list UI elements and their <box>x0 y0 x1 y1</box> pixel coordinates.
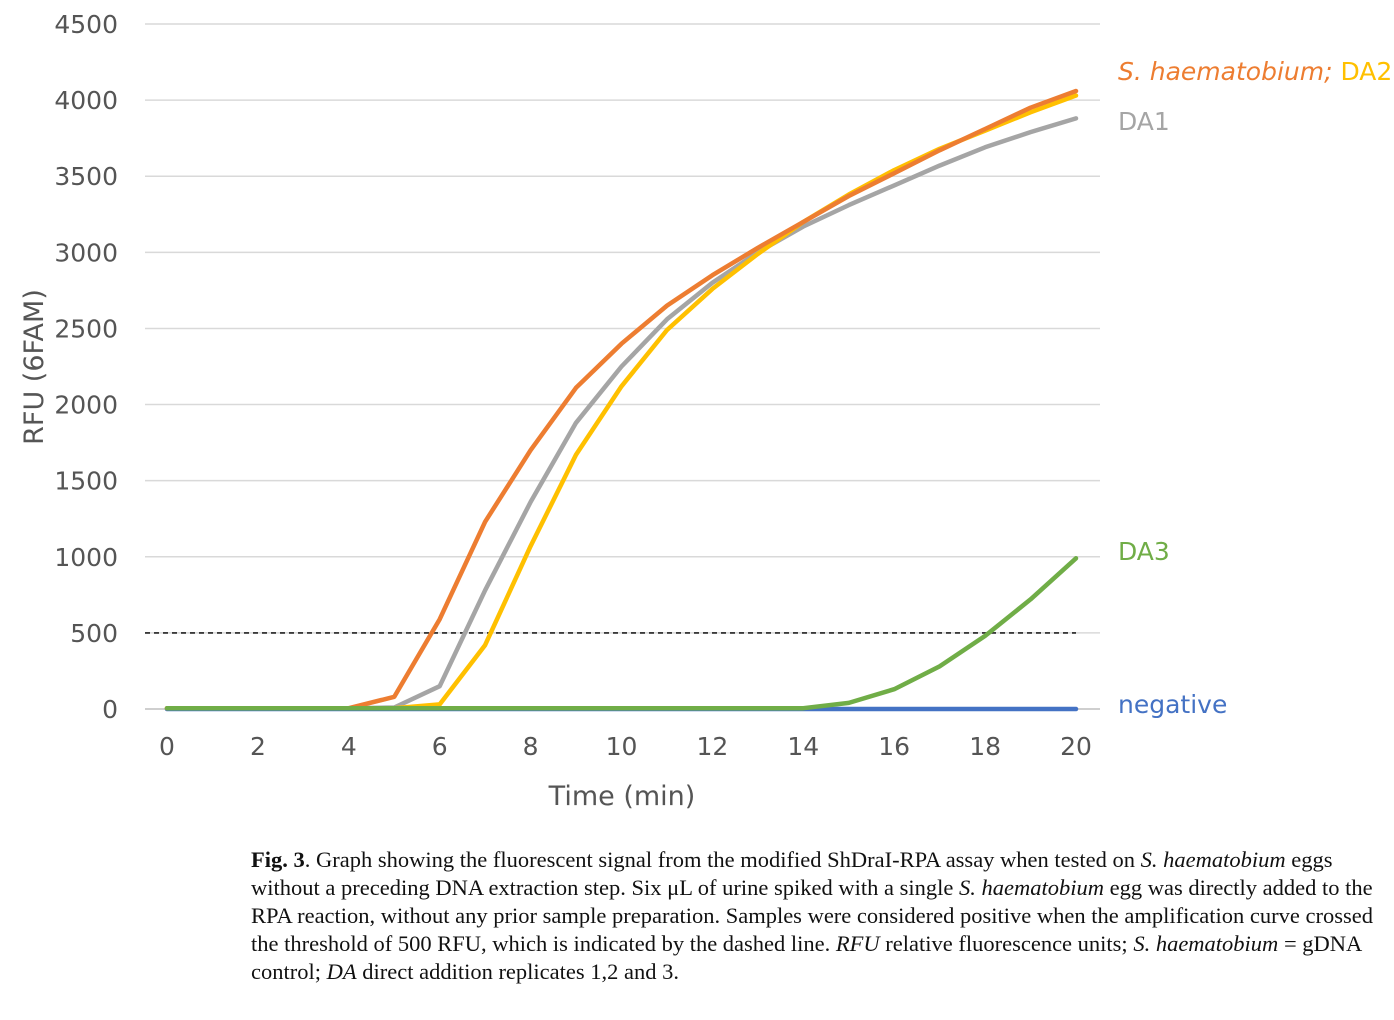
caption-text-5: = gDNA control; <box>251 931 1362 984</box>
series-line-s-haematobium <box>164 88 1079 711</box>
caption-italic-5: DA <box>326 959 357 984</box>
caption-text-3: egg was directly added to the RPA reacti… <box>251 875 1373 956</box>
figure-caption: Fig. 3. Graph showing the fluorescent si… <box>251 846 1381 986</box>
series-line-da3 <box>164 556 1079 711</box>
x-tick-label-2: 2 <box>250 732 266 761</box>
x-tick-label-20: 20 <box>1060 732 1092 761</box>
x-tick-label-8: 8 <box>523 732 539 761</box>
y-tick-label-1000: 1000 <box>54 543 118 572</box>
series-label-da2: DA2 <box>1340 57 1392 86</box>
caption-italic-4: S. haematobium <box>1133 931 1279 956</box>
y-tick-label-0: 0 <box>102 695 118 724</box>
caption-text-6: direct addition replicates 1,2 and 3. <box>356 959 680 984</box>
gridlines <box>145 23 1100 710</box>
series-label-negative: negative <box>1118 690 1227 719</box>
y-tick-label-2000: 2000 <box>54 391 118 420</box>
x-tick-label-16: 16 <box>878 732 910 761</box>
y-tick-labels: 0 500 1000 1500 2000 2500 3000 3500 4000 4500 <box>54 10 118 724</box>
y-tick-label-4500: 4500 <box>54 10 118 39</box>
x-tick-label-4: 4 <box>341 732 357 761</box>
y-tick-label-2500: 2500 <box>54 314 118 343</box>
caption-italic-3: RFU <box>835 931 880 956</box>
caption-italic-1: S. haematobium <box>1140 847 1286 872</box>
caption-text-2: eggs without a preceding DNA extraction … <box>251 847 1333 900</box>
y-tick-label-3500: 3500 <box>54 162 118 191</box>
caption-italic-2: S. haematobium <box>958 875 1104 900</box>
x-tick-label-12: 12 <box>696 732 728 761</box>
x-tick-label-14: 14 <box>787 732 819 761</box>
series-labels: S. haematobium; DA2 DA1 DA3 negative <box>1118 57 1392 719</box>
caption-text-4: relative fluorescence units; <box>879 931 1134 956</box>
rfu-line-chart: 0 500 1000 1500 2000 2500 3000 3500 4000 4500 0 2 4… <box>19 10 1392 812</box>
x-tick-label-10: 10 <box>606 732 638 761</box>
x-tick-label-0: 0 <box>159 732 175 761</box>
series-line-da1 <box>164 116 1079 711</box>
x-axis-title: Time (min) <box>548 781 696 812</box>
y-axis-title: RFU (6FAM) <box>19 289 50 445</box>
series-label-da3: DA3 <box>1118 537 1170 566</box>
x-tick-label-18: 18 <box>969 732 1001 761</box>
y-tick-label-4000: 4000 <box>54 86 118 115</box>
series-line-da2 <box>164 93 1079 711</box>
y-tick-label-1500: 1500 <box>54 467 118 496</box>
y-tick-label-500: 500 <box>70 619 118 648</box>
caption-fig-label: Fig. 3 <box>251 847 305 872</box>
series-label-da1: DA1 <box>1118 107 1170 136</box>
y-tick-label-3000: 3000 <box>54 238 118 267</box>
x-tick-labels: 0 2 4 6 8 10 12 14 16 18 20 <box>159 732 1092 761</box>
series-label-s-haematobium: S. haematobium; <box>1118 57 1340 86</box>
series-lines <box>164 88 1079 712</box>
x-tick-label-6: 6 <box>432 732 448 761</box>
caption-text-1: . Graph showing the fluorescent signal f… <box>304 847 1141 872</box>
series-label-s-haematobium-da2: S. haematobium; DA2 <box>1118 57 1392 86</box>
